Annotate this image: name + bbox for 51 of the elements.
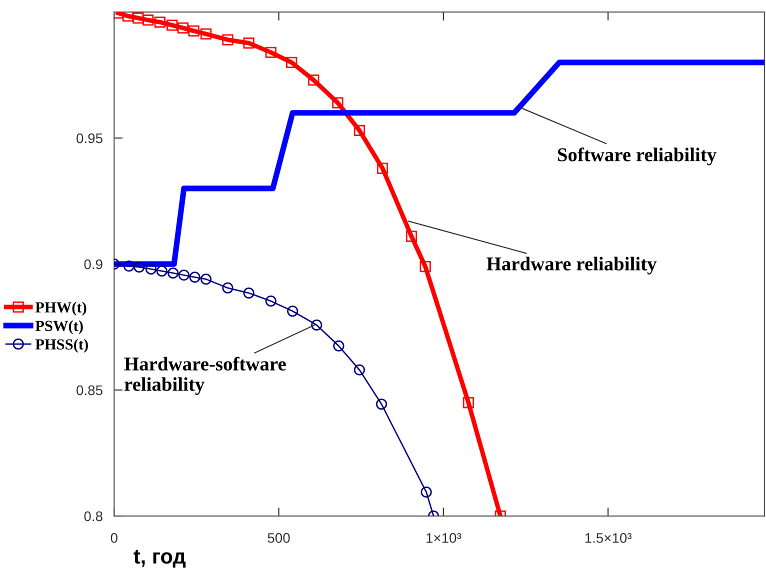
point: [265, 296, 276, 307]
annotation: Hardware-software reliability: [124, 356, 286, 395]
y-tick-label: 0.95: [76, 133, 102, 144]
point: [243, 287, 254, 299]
point: [178, 270, 190, 281]
point: [156, 266, 168, 277]
x-tick-label: 1.5×10³: [585, 533, 632, 543]
point: [142, 14, 154, 26]
point: [420, 486, 432, 498]
annotation: Software reliability: [558, 147, 716, 166]
point: [354, 124, 366, 136]
point: [145, 264, 157, 275]
point: [123, 260, 135, 272]
legend-label: PHSS(t): [35, 338, 88, 353]
x-axis-title: t, год: [134, 550, 186, 568]
point: [243, 37, 254, 49]
point: [222, 282, 234, 294]
point: [200, 28, 212, 40]
point: [406, 230, 418, 242]
point: [177, 22, 189, 34]
point: [134, 262, 145, 273]
point: [376, 162, 388, 174]
point: [376, 398, 388, 410]
point: [420, 261, 431, 272]
point: [287, 306, 298, 317]
annotation: Hardware reliability: [486, 256, 657, 274]
y-tick-label: 0.85: [76, 385, 102, 396]
legend-label: PHW(t): [35, 302, 86, 316]
legend-label: PSW(t): [35, 320, 83, 334]
point: [166, 20, 178, 31]
point: [168, 268, 179, 279]
x-tick-label: 500: [268, 533, 290, 543]
point: [154, 16, 166, 28]
point: [132, 12, 144, 24]
point: [200, 274, 212, 285]
point: [354, 364, 366, 376]
x-tick-label: 1×10³: [426, 533, 462, 543]
point: [308, 74, 320, 86]
point: [333, 340, 344, 352]
point: [265, 46, 276, 58]
point: [332, 97, 344, 108]
y-tick-label: 0.9: [84, 259, 102, 270]
x-tick-label: 0: [110, 533, 118, 543]
point: [189, 272, 200, 283]
point: [286, 56, 298, 68]
point: [462, 397, 474, 408]
y-tick-label: 0.8: [84, 511, 102, 522]
point: [311, 319, 322, 331]
point: [222, 34, 234, 46]
point: [122, 12, 134, 22]
point: [188, 25, 200, 37]
